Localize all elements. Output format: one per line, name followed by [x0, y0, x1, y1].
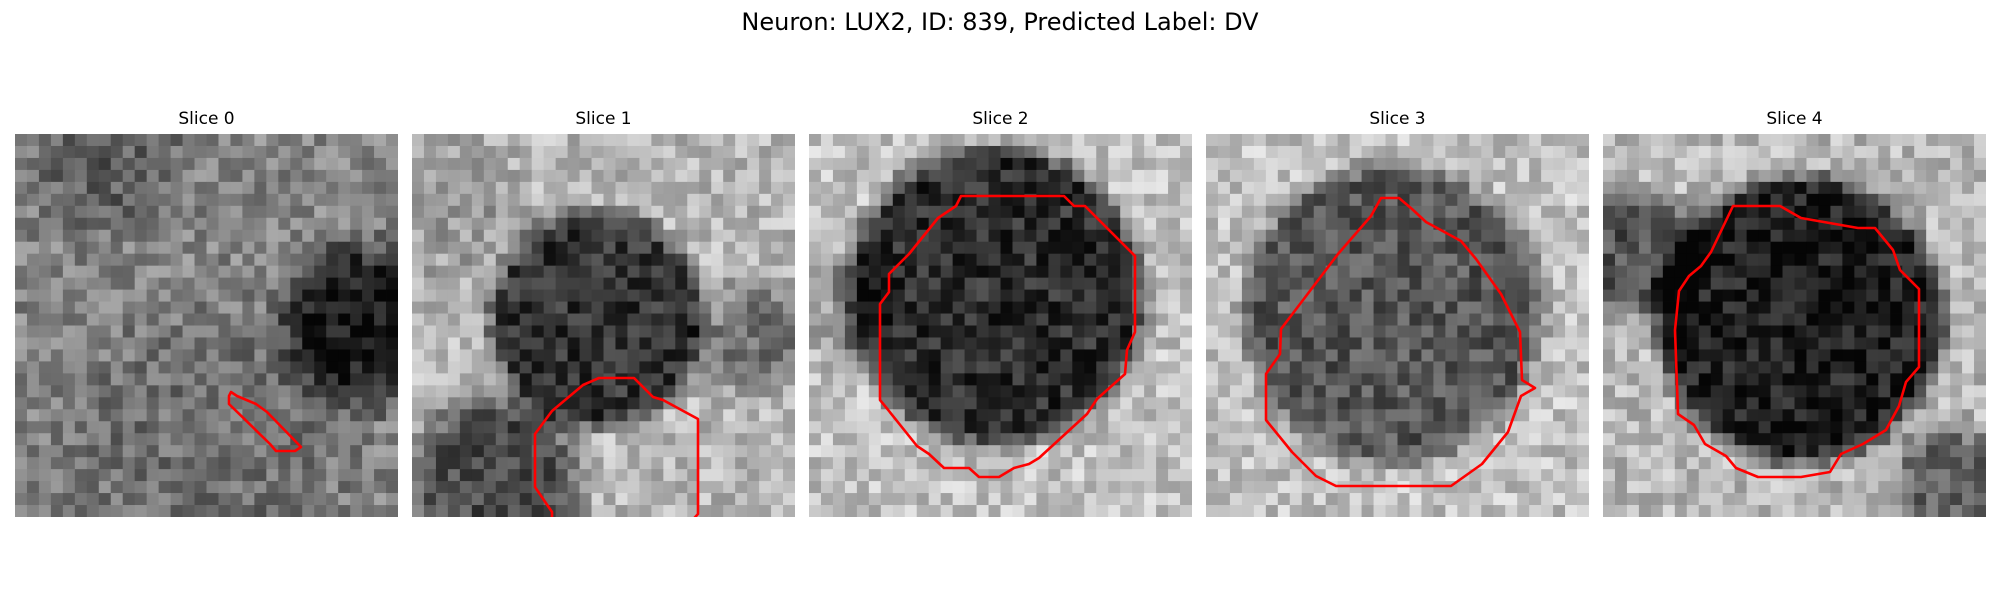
slice-2-roi-contour — [878, 194, 1137, 479]
slice-1-roi-contour — [533, 376, 700, 517]
panel-title-slice-4: Slice 4 — [1766, 109, 1823, 129]
panel-title-slice-2: Slice 2 — [972, 109, 1029, 129]
slice-3-image — [1206, 134, 1589, 517]
slice-4-roi-contour — [1673, 204, 1921, 479]
panel-title-slice-3: Slice 3 — [1369, 109, 1426, 129]
slice-1-image — [412, 134, 795, 517]
panel-title-slice-0: Slice 0 — [178, 109, 235, 129]
figure-title: Neuron: LUX2, ID: 839, Predicted Label: … — [741, 8, 1259, 36]
slice-4-image — [1603, 134, 1986, 517]
slice-0-roi-contour — [227, 390, 303, 453]
slice-2-image — [809, 134, 1192, 517]
slice-3-roi-contour — [1264, 196, 1537, 488]
slice-0-image — [15, 134, 398, 517]
panel-title-slice-1: Slice 1 — [575, 109, 632, 129]
